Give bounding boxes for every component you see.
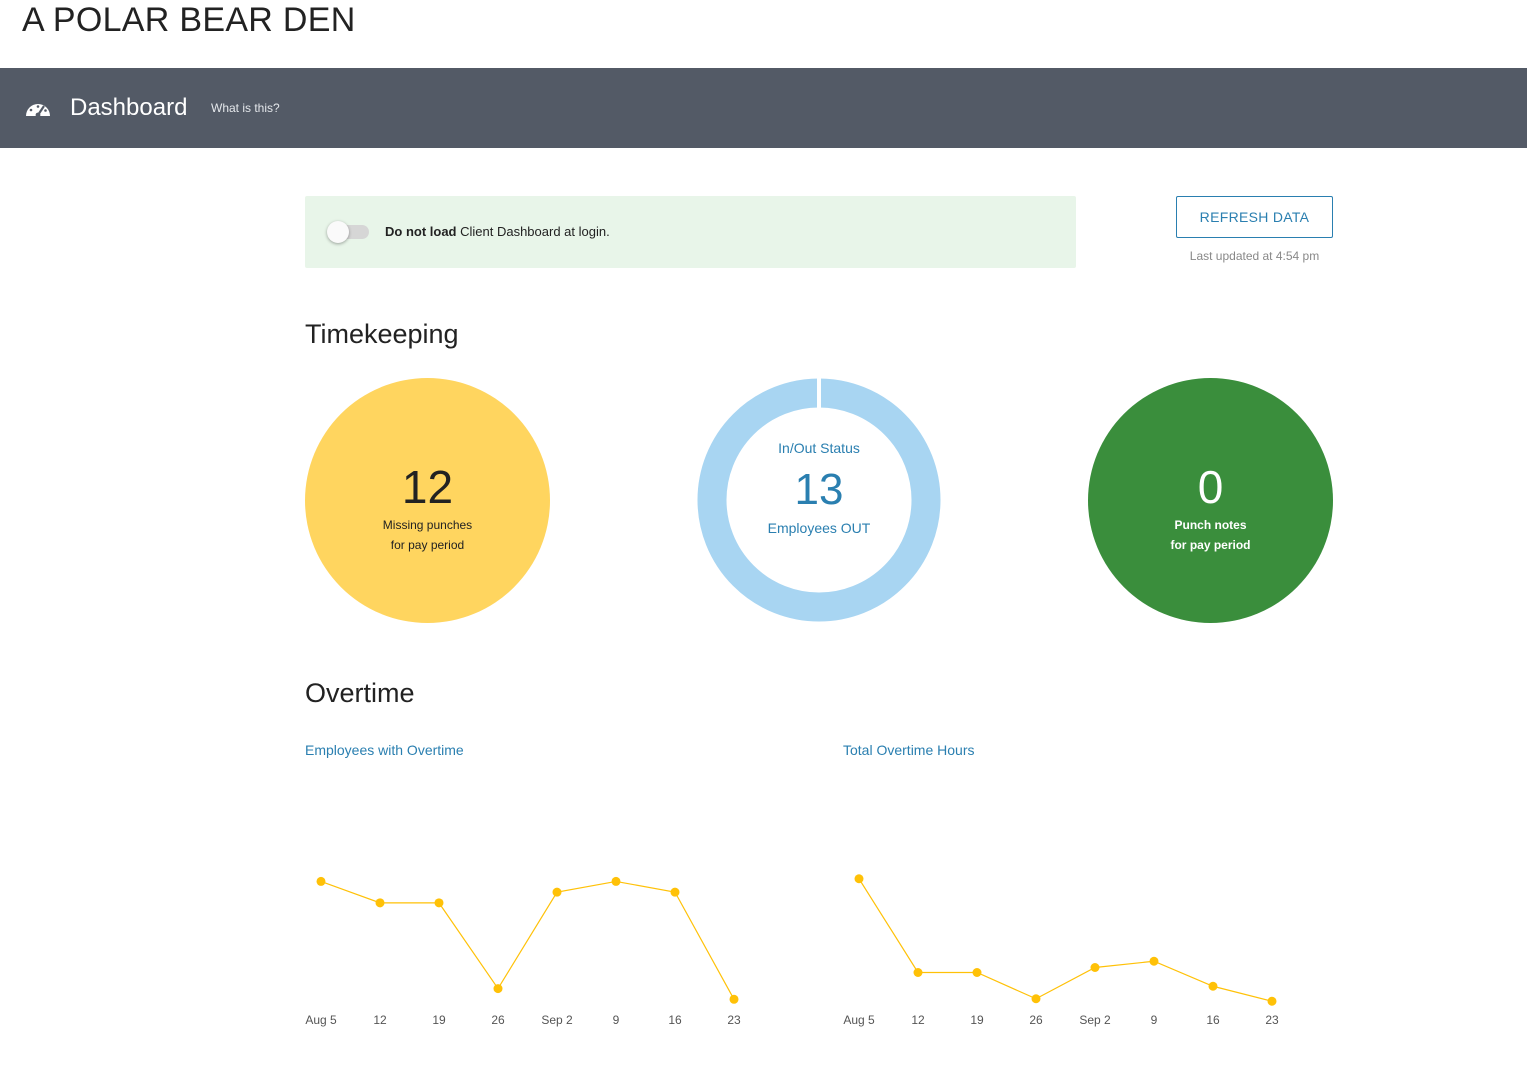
data-point[interactable] [854, 874, 864, 884]
series-line [320, 880, 735, 1000]
overtime-heading: Overtime [305, 678, 415, 708]
data-point[interactable] [375, 898, 385, 908]
employees-out-label: Employees OUT [767, 520, 871, 536]
data-point[interactable] [972, 968, 982, 977]
x-tick-label: 9 [1151, 1013, 1158, 1027]
missing-punches-count: 12 [401, 461, 454, 513]
preference-label: Do not load Client Dashboard at login. [385, 224, 610, 240]
preference-label-rest: Client Dashboard at login. [456, 224, 610, 239]
data-point[interactable] [434, 898, 444, 908]
x-tick-label: 23 [727, 1013, 741, 1027]
x-tick-label: 16 [1206, 1013, 1220, 1027]
x-tick-label: 19 [432, 1013, 446, 1027]
company-name: A POLAR BEAR DEN [22, 1, 356, 39]
in-out-status-text: In/Out Status 13 Employees OUT [697, 378, 941, 622]
data-point[interactable] [1031, 994, 1041, 1004]
data-point[interactable] [1267, 996, 1277, 1006]
data-point[interactable] [1149, 956, 1159, 966]
x-tick-label: 26 [1029, 1013, 1043, 1027]
x-tick-label: 19 [970, 1013, 984, 1027]
series-line [858, 878, 1273, 1002]
overtime-hours-chart: Aug 5 12 19 26 Sep 2 9 16 23 [843, 874, 1279, 1027]
in-out-status-label: In/Out Status [778, 440, 860, 456]
data-point[interactable] [611, 876, 621, 886]
toggle-knob [327, 221, 349, 243]
data-point[interactable] [1090, 963, 1100, 972]
x-tick-label: 9 [613, 1013, 620, 1027]
x-tick-label: 16 [668, 1013, 682, 1027]
page-title: Dashboard [70, 94, 188, 121]
refresh-data-button[interactable]: REFRESH DATA [1176, 196, 1333, 238]
data-point[interactable] [670, 887, 680, 897]
data-point[interactable] [493, 984, 503, 994]
data-point[interactable] [913, 968, 923, 977]
x-tick-label: Sep 2 [1079, 1013, 1111, 1027]
data-point[interactable] [729, 994, 739, 1004]
x-tick-label: 12 [911, 1013, 925, 1027]
punch-notes-label: Punch notes [1174, 518, 1247, 532]
employees-out-count: 13 [794, 465, 844, 514]
last-updated-text: Last updated at 4:54 pm [1189, 249, 1320, 263]
missing-punches-label: Missing punches [382, 518, 473, 532]
top-bar: Dashboard What is this? [0, 68, 1527, 148]
missing-punches-card[interactable]: 12 Missing punches for pay period [305, 378, 550, 623]
what-is-this-link[interactable]: What is this? [211, 101, 280, 115]
x-tick-label: 12 [373, 1013, 387, 1027]
overtime-hours-chart-title[interactable]: Total Overtime Hours [843, 742, 975, 758]
in-out-status-donut[interactable] [697, 378, 941, 622]
x-tick-label: 23 [1265, 1013, 1279, 1027]
data-point[interactable] [552, 887, 562, 897]
punch-notes-period: for pay period [1170, 538, 1251, 552]
dashboard-gauge-icon [26, 104, 50, 118]
employees-overtime-chart-title[interactable]: Employees with Overtime [305, 742, 464, 758]
missing-punches-period: for pay period [390, 538, 465, 552]
preference-label-bold: Do not load [385, 224, 457, 239]
load-dashboard-toggle[interactable] [327, 221, 369, 243]
data-point[interactable] [1208, 981, 1218, 991]
timekeeping-heading: Timekeeping [305, 319, 459, 349]
employees-overtime-chart: Aug 5 12 19 26 Sep 2 9 16 23 [305, 876, 741, 1027]
punch-notes-count: 0 [1197, 461, 1224, 513]
x-tick-label: Sep 2 [541, 1013, 573, 1027]
login-preference-panel: Do not load Client Dashboard at login. [305, 196, 1076, 268]
x-tick-label: 26 [491, 1013, 505, 1027]
x-tick-label: Aug 5 [305, 1013, 337, 1027]
data-point[interactable] [316, 876, 326, 886]
x-tick-label: Aug 5 [843, 1013, 875, 1027]
punch-notes-card[interactable]: 0 Punch notes for pay period [1088, 378, 1333, 623]
